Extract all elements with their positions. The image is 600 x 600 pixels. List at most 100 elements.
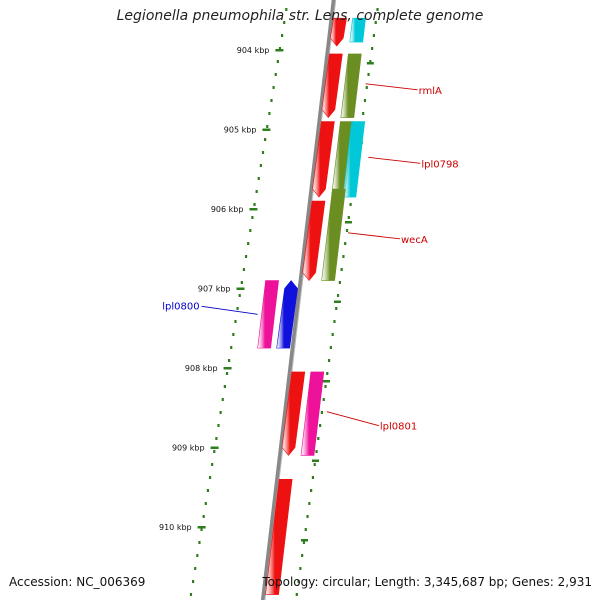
genome-backbone [260, 0, 336, 600]
tick-mark [372, 34, 376, 37]
tick-mark [280, 34, 284, 37]
tick-mark [238, 294, 241, 297]
tick-mark [315, 450, 318, 453]
tick-mark [319, 424, 322, 427]
tick-mark [349, 203, 352, 206]
kbp-major-tick-right [311, 459, 319, 462]
tick-mark [304, 528, 307, 531]
label-leader-line [365, 83, 418, 91]
tick-mark [202, 515, 205, 518]
tick-mark [221, 398, 224, 401]
kbp-major-tick-right [344, 221, 352, 224]
tick-mark [322, 398, 325, 401]
tick-mark [320, 411, 324, 414]
gene-label-weca: wecA [401, 235, 428, 246]
gene-label-lpl0798: lpl0798 [421, 159, 458, 170]
tick-mark [261, 151, 265, 154]
tick-mark [230, 346, 233, 349]
gene-block [281, 371, 306, 456]
tick-mark [198, 541, 201, 544]
gene-block [329, 17, 347, 47]
tick-mark [270, 99, 273, 102]
kbp-major-tick [197, 526, 206, 529]
kbp-label: 909 kbp [172, 444, 205, 453]
tick-mark [299, 567, 302, 570]
tick-mark [338, 281, 341, 284]
topology-label: Topology: circular; Length: 3,345,687 bp… [262, 575, 592, 589]
tick-mark [329, 346, 332, 349]
tick-mark [228, 359, 231, 362]
tick-mark [374, 21, 377, 24]
gene-label-lpl0800: lpl0800 [162, 301, 199, 312]
gene-block [302, 200, 326, 282]
tick-mark [301, 554, 304, 557]
tick-mark [326, 372, 329, 375]
tick-mark [311, 476, 315, 479]
tick-mark [208, 476, 212, 479]
tick-mark [308, 502, 311, 505]
tick-mark [251, 216, 254, 219]
map-title: Legionella pneumophila str. Lens, comple… [116, 8, 484, 24]
label-leader-line [201, 305, 258, 315]
gene-block [340, 53, 362, 118]
tick-mark [324, 385, 327, 388]
tick-mark [344, 242, 347, 245]
tick-mark [223, 385, 226, 388]
gene-block [257, 280, 279, 349]
kbp-label: 910 kbp [159, 523, 192, 532]
tick-mark [211, 463, 214, 466]
kbp-ruler-track-left [189, 8, 288, 596]
tick-mark [362, 112, 365, 115]
tick-mark [365, 86, 368, 89]
tick-mark [213, 450, 216, 453]
label-leader-line [368, 156, 421, 164]
tick-mark [236, 307, 239, 310]
gene-block [321, 53, 343, 119]
tick-mark [204, 502, 207, 505]
kbp-major-tick [249, 208, 258, 211]
accession-label: Accession: NC_006369 [9, 575, 146, 589]
tick-mark [317, 437, 320, 440]
tick-mark [240, 281, 243, 284]
tick-mark [340, 268, 343, 271]
tick-mark [367, 73, 370, 76]
kbp-label: 905 kbp [224, 126, 257, 135]
tick-mark [191, 580, 195, 583]
tick-mark [363, 99, 367, 102]
kbp-major-tick-right [333, 300, 341, 303]
tick-mark [217, 424, 220, 427]
tick-mark [253, 203, 256, 206]
label-leader-line [326, 411, 380, 427]
tick-mark [345, 229, 349, 232]
gene-block [265, 478, 293, 595]
tick-mark [295, 593, 298, 596]
tick-mark [376, 8, 379, 11]
gene-block [276, 280, 298, 349]
tick-mark [215, 437, 218, 440]
label-leader-line [347, 232, 401, 240]
gene-block [321, 188, 346, 281]
tick-mark [242, 268, 246, 271]
tick-mark [264, 138, 267, 141]
tick-mark [200, 528, 203, 531]
gene-block [312, 121, 335, 198]
tick-mark [342, 255, 345, 258]
tick-mark [247, 242, 250, 245]
tick-mark [297, 580, 300, 583]
tick-mark [335, 307, 338, 310]
gene-block [300, 371, 325, 456]
kbp-major-tick [223, 367, 232, 370]
tick-mark [189, 593, 193, 596]
tick-mark [331, 333, 334, 336]
tick-mark [274, 73, 277, 76]
tick-mark [232, 333, 235, 336]
kbp-label: 907 kbp [198, 285, 231, 294]
gene-label-lpl0801: lpl0801 [380, 422, 417, 433]
tick-mark [196, 554, 199, 557]
tick-mark [257, 177, 260, 180]
tick-mark [234, 320, 237, 323]
gene-label-rmla: rmlA [419, 86, 442, 97]
tick-mark [272, 86, 275, 89]
